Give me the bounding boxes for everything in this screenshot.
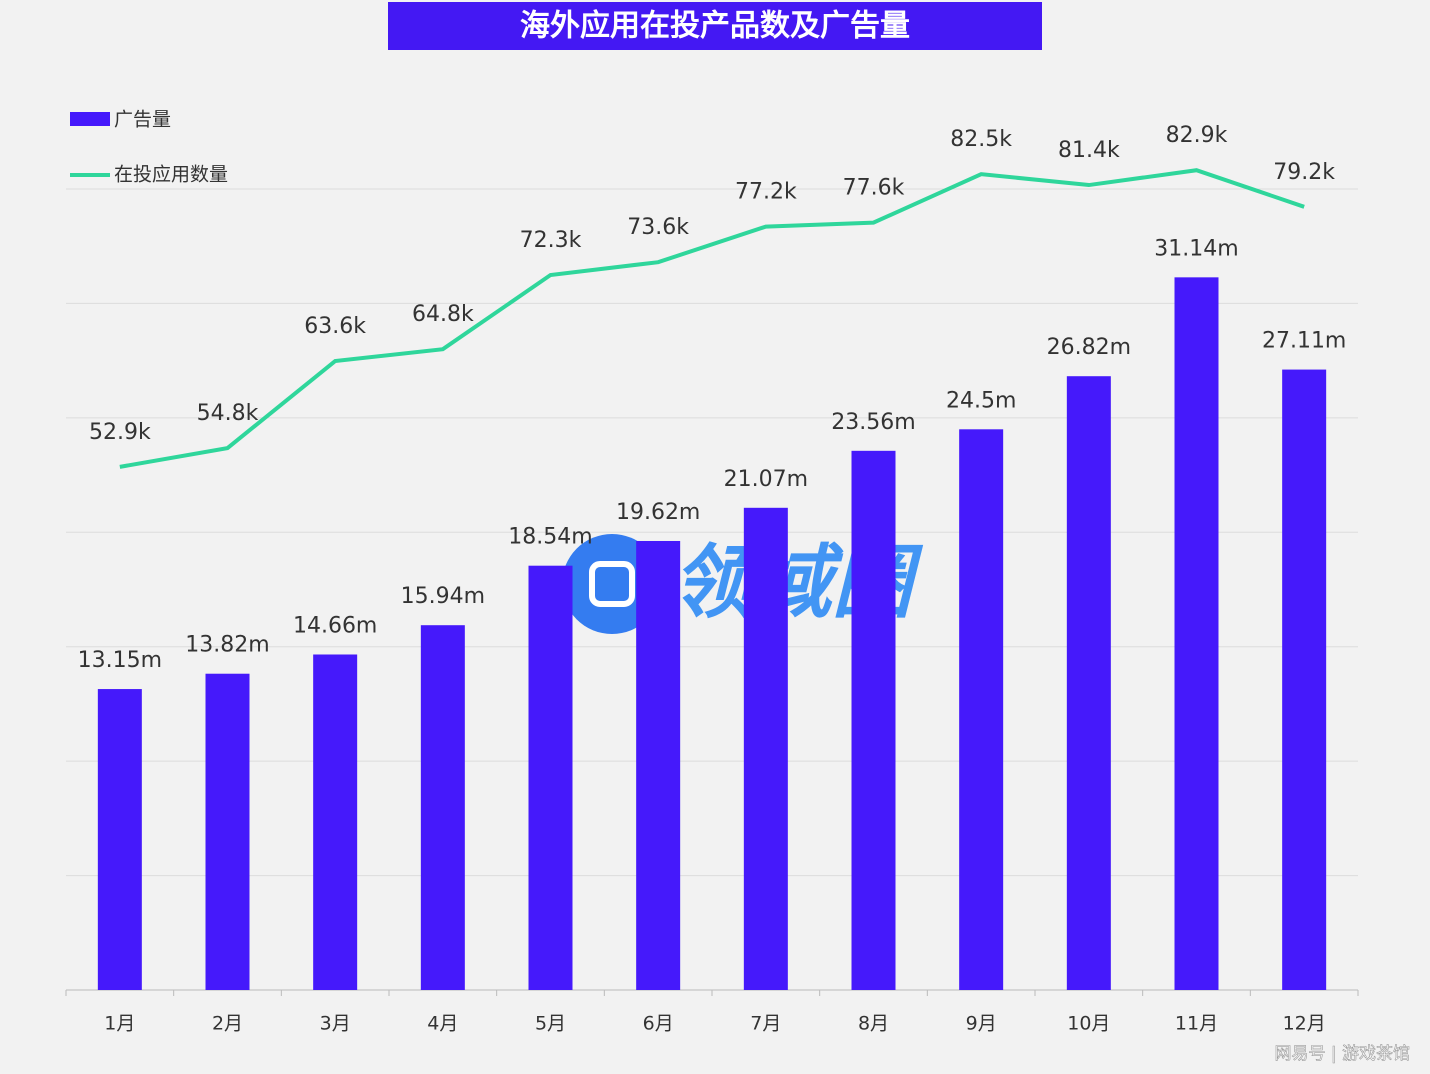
bar-label: 13.15m: [78, 648, 162, 673]
bar-label: 23.56m: [831, 410, 915, 435]
line-label: 73.6k: [627, 215, 689, 240]
bar-label: 15.94m: [401, 584, 485, 609]
chart-title: 海外应用在投产品数及广告量: [520, 9, 910, 44]
bar: [528, 565, 573, 990]
bar-label: 27.11m: [1262, 329, 1346, 354]
watermark-logo: [589, 561, 635, 607]
line-label: 54.8k: [197, 401, 259, 426]
x-tick-label: 5月: [535, 1013, 566, 1035]
bar: [636, 540, 681, 990]
bar: [743, 507, 788, 990]
line-label: 77.2k: [735, 180, 797, 205]
bar: [1282, 369, 1327, 990]
bar-label: 24.5m: [946, 388, 1016, 413]
line-label: 82.9k: [1166, 123, 1228, 148]
line-label: 82.5k: [950, 127, 1012, 152]
bar: [97, 689, 142, 990]
bar-label: 26.82m: [1047, 335, 1131, 360]
bar: [420, 625, 465, 990]
x-tick-label: 11月: [1175, 1013, 1218, 1035]
bar: [1174, 277, 1219, 990]
line-label: 81.4k: [1058, 138, 1120, 163]
x-tick-label: 9月: [966, 1013, 997, 1035]
bar: [313, 654, 358, 990]
title-box: [388, 2, 1042, 50]
bar-label: 21.07m: [724, 467, 808, 492]
footer: 网易号 | 游戏茶馆: [1274, 1044, 1410, 1064]
bar-label: 18.54m: [508, 525, 592, 550]
bar: [1066, 376, 1111, 990]
x-tick-label: 6月: [643, 1013, 674, 1035]
bar-label: 13.82m: [185, 633, 269, 658]
line-label: 79.2k: [1273, 160, 1335, 185]
x-tick-label: 3月: [320, 1013, 351, 1035]
line: [119, 168, 1305, 469]
bar: [205, 673, 250, 990]
line-label: 77.6k: [843, 176, 905, 201]
bar-label: 31.14m: [1154, 236, 1238, 261]
legend-swatch: [70, 112, 110, 126]
line-label: 72.3k: [520, 228, 582, 253]
bar: [851, 450, 896, 990]
x-tick-label: 10月: [1067, 1013, 1110, 1035]
x-tick-label: 7月: [750, 1013, 781, 1035]
legend-label: 广告量: [114, 109, 171, 131]
x-tick-label: 4月: [427, 1013, 458, 1035]
legend-label: 在投应用数量: [114, 164, 228, 186]
line-label: 64.8k: [412, 302, 474, 327]
bar: [959, 429, 1004, 990]
line-label: 63.6k: [304, 314, 366, 339]
x-tick-label: 1月: [104, 1013, 135, 1035]
x-tick-label: 8月: [858, 1013, 889, 1035]
x-tick-label: 12月: [1283, 1013, 1326, 1035]
bar-label: 14.66m: [293, 613, 377, 638]
line-label: 52.9k: [89, 420, 151, 445]
x-tick-label: 2月: [212, 1013, 243, 1035]
bar-label: 19.62m: [616, 500, 700, 525]
